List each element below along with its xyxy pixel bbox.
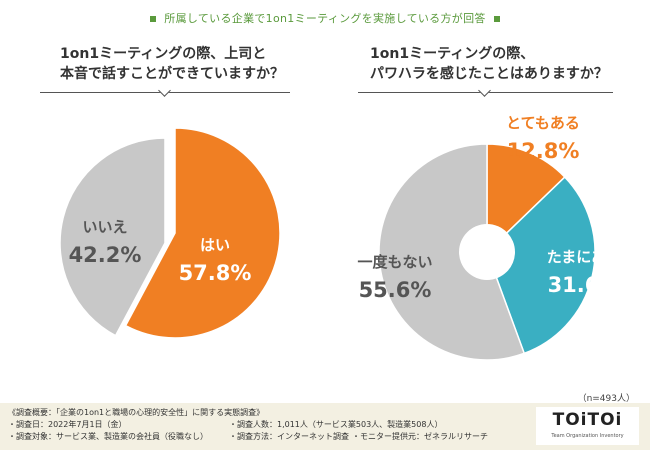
overview-method: ・調査方法：インターネット調査 — [229, 432, 349, 441]
pie2-slice-1 — [486, 143, 566, 254]
question-1: 1on1ミーティングの際、上司と 本音で話すことができていますか？ — [60, 44, 284, 84]
pie2-slice-3 — [378, 143, 526, 361]
pie2-slice-2 — [486, 176, 596, 355]
pie1-category-label-1: はい — [200, 236, 230, 254]
pie1-value-label-2: 42.2% — [69, 243, 142, 267]
pie2-category-label-1: とてもある — [506, 114, 580, 132]
overview-respondents: ・調査人数：1,011人（サービス業503人、製造業508人） — [229, 420, 443, 429]
overview-date: ・調査日：2022年7月1日（金） — [8, 420, 127, 429]
pie2-category-label-3: 一度もない — [357, 253, 432, 271]
overview-title: 《調査概要：「企業の1on1と職場の心理的安全性」に関する実態調査》 — [8, 408, 265, 417]
overview-provider: ・モニター提供元：ゼネラルリサーチ — [352, 432, 488, 441]
pie1-slice-2 — [59, 137, 166, 337]
pie2-value-label-3: 55.6% — [359, 278, 432, 302]
question-1-line1: 1on1ミーティングの際、上司と — [60, 46, 267, 62]
pie2-value-label-1: 12.8% — [507, 139, 580, 163]
question-1-line2: 本音で話すことができていますか？ — [60, 66, 284, 82]
pie2-category-label-2: たまにある — [547, 248, 622, 266]
question-2-line1: 1on1ミーティングの際、 — [370, 46, 535, 62]
question-2: 1on1ミーティングの際、 パワハラを感じたことはありますか？ — [370, 44, 608, 84]
pie1-slice-1 — [124, 127, 281, 339]
question-2-line2: パワハラを感じたことはありますか？ — [370, 66, 608, 82]
toitoi-logo: TOiTOi Team Organization Inventory — [536, 407, 639, 445]
pie2-center-hole — [459, 224, 515, 280]
square-bullet-icon — [493, 16, 500, 22]
header-title: 所属している企業で1on1ミーティングを実施している方が回答 — [164, 12, 486, 25]
pie-charts: はい 57.8% いいえ 42.2% とてもある 12.8% たまにある 31.6% 一度もない… — [59, 114, 622, 361]
logo-main: TOiTOi — [552, 410, 623, 430]
pie1-category-label-2: いいえ — [82, 218, 127, 236]
logo-sub: Team Organization Inventory — [551, 433, 624, 439]
square-bullet-icon — [150, 16, 157, 22]
sample-size-note: （n=493人） — [577, 394, 635, 404]
survey-header: 所属している企業で1on1ミーティングを実施している方が回答 — [0, 10, 650, 26]
pie1-value-label-1: 57.8% — [179, 261, 252, 285]
overview-target: ・調査対象：サービス業、製造業の会社員（役職なし） — [8, 432, 208, 441]
pie2-value-label-2: 31.6% — [548, 273, 621, 297]
